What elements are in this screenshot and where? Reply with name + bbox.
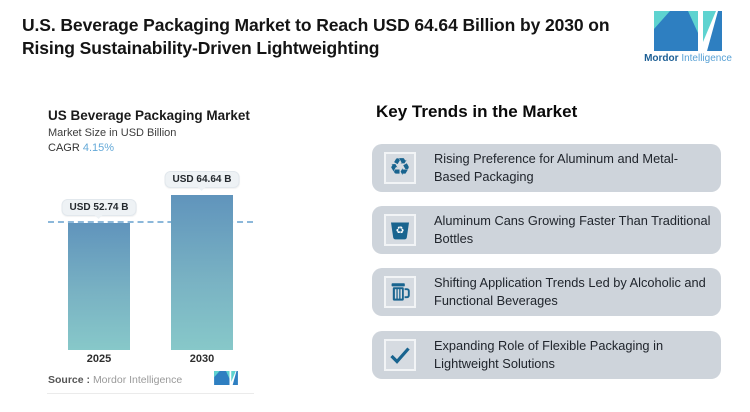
chart-bottom-divider xyxy=(47,393,254,394)
trend-label-line-1: Shifting Application Trends Led by Alcoh… xyxy=(434,275,706,290)
page-title-line-2: Rising Sustainability-Driven Lightweight… xyxy=(22,38,380,58)
trend-label-line-2: Bottles xyxy=(434,231,474,246)
recycle-icon: ♻︎ xyxy=(389,154,411,181)
checkmark-icon xyxy=(390,347,410,364)
trend-card-application-trends: Shifting Application Trends Led by Alcoh… xyxy=(372,268,721,316)
bar-2030 xyxy=(171,195,233,350)
logo-text: Mordor Intelligence xyxy=(638,53,738,64)
chart-title: US Beverage Packaging Market xyxy=(48,108,250,123)
trend-label: Expanding Role of Flexible Packaging in … xyxy=(434,337,663,373)
logo-mark-icon xyxy=(654,11,722,51)
trend-card-aluminum-preference: ♻︎ Rising Preference for Aluminum and Me… xyxy=(372,144,721,192)
source-logo-mark-icon xyxy=(214,371,238,385)
chart-subtitle: Market Size in USD Billion xyxy=(48,127,177,139)
chart-source: Source : Mordor Intelligence xyxy=(48,374,182,386)
reference-dashed-line xyxy=(48,221,253,223)
svg-text:♻︎: ♻︎ xyxy=(396,226,405,237)
trend-label-line-1: Aluminum Cans Growing Faster Than Tradit… xyxy=(434,213,711,228)
x-axis-label-2030: 2030 xyxy=(189,353,215,365)
page-title: U.S. Beverage Packaging Market to Reach … xyxy=(22,14,652,60)
cagr-value: 4.15% xyxy=(82,142,115,154)
trend-label-line-2: Lightweight Solutions xyxy=(434,356,555,371)
market-chart: US Beverage Packaging Market Market Size… xyxy=(40,95,336,407)
trend-card-aluminum-cans: ♻︎ Aluminum Cans Growing Faster Than Tra… xyxy=(372,206,721,254)
bar-column-2030: USD 64.64 B xyxy=(164,95,240,350)
trend-icon-tile: ♻︎ xyxy=(384,152,416,184)
trend-label: Aluminum Cans Growing Faster Than Tradit… xyxy=(434,212,710,248)
trend-card-flexible-packaging: Expanding Role of Flexible Packaging in … xyxy=(372,331,721,379)
x-axis-label-2025: 2025 xyxy=(86,353,112,365)
trend-label-line-2: Based Packaging xyxy=(434,169,534,184)
source-value: Mordor Intelligence xyxy=(92,374,183,386)
trend-label-line-1: Rising Preference for Aluminum and Metal… xyxy=(434,151,678,166)
trend-label: Rising Preference for Aluminum and Metal… xyxy=(434,150,678,186)
recycle-bin-icon: ♻︎ xyxy=(391,222,409,240)
plot-area: USD 52.74 B USD 64.64 B xyxy=(40,95,336,350)
trend-label: Shifting Application Trends Led by Alcoh… xyxy=(434,274,706,310)
trend-icon-tile xyxy=(384,276,416,308)
page-title-line-1: U.S. Beverage Packaging Market to Reach … xyxy=(22,15,610,35)
bar-column-2025: USD 52.74 B xyxy=(61,95,137,350)
trends-heading: Key Trends in the Market xyxy=(376,102,578,121)
bar-value-label-2030: USD 64.64 B xyxy=(164,171,240,188)
mordor-intelligence-logo: Mordor Intelligence xyxy=(638,11,738,64)
beer-mug-icon xyxy=(391,283,410,301)
source-label: Source : xyxy=(48,374,91,386)
bar-2025 xyxy=(68,223,130,350)
logo-word-intelligence: Intelligence xyxy=(681,53,732,64)
trend-label-line-1: Expanding Role of Flexible Packaging in xyxy=(434,338,664,353)
trend-icon-tile xyxy=(384,339,416,371)
trend-label-line-2: Functional Beverages xyxy=(434,293,558,308)
bar-value-label-2025: USD 52.74 B xyxy=(61,199,137,216)
cagr-label: CAGR xyxy=(48,142,80,154)
logo-word-mordor: Mordor xyxy=(644,53,679,64)
chart-cagr: CAGR 4.15% xyxy=(48,142,114,154)
trend-icon-tile: ♻︎ xyxy=(384,214,416,246)
